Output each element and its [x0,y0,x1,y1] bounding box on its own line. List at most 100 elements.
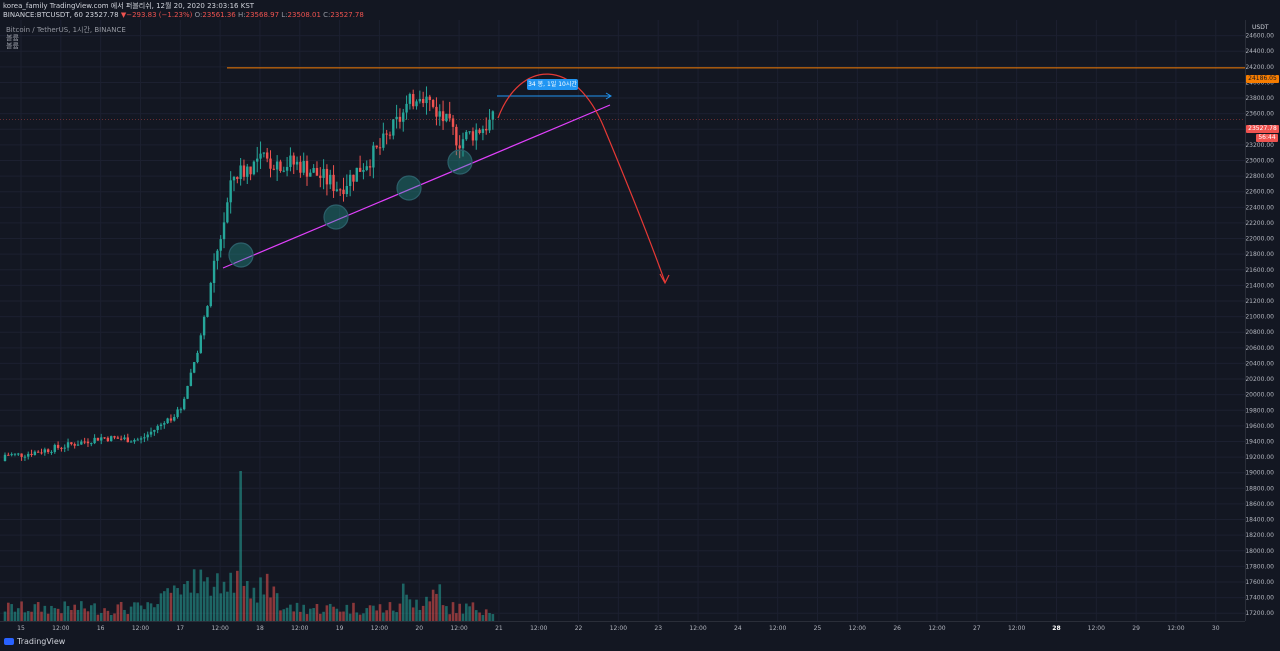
candle-body [226,202,229,223]
candle-body [222,222,226,240]
candle-body [441,111,445,122]
publish-line: korea_family TradingView.com 에서 퍼블리쉬, 12… [3,2,255,10]
price-tick-label: 24200.00 [1245,64,1274,71]
volume-bar [474,610,478,621]
last-price-tag: 23527.78 [1246,125,1279,133]
candle-body [156,426,159,431]
volume-bar [309,608,312,621]
volume-bar [40,611,43,621]
volume-bar [312,608,315,621]
price-axis[interactable] [1245,20,1280,621]
candle-body [93,437,96,444]
price-tick-label: 21200.00 [1245,298,1274,305]
volume-bar [30,611,33,621]
candle-body [70,442,73,445]
candle-body [408,94,412,104]
time-tick-label: 12:00 [450,625,467,632]
measure-label[interactable]: 34 봉, 1일 10시간 [527,79,578,90]
volume-bar [172,585,176,621]
candle-body [202,316,206,336]
volume-bar [209,595,213,621]
candle-body [123,437,126,440]
candle-body [428,96,431,100]
candle-body [169,418,173,421]
candle-body [329,174,332,185]
candle-body [461,139,465,149]
high-value: 23568.97 [245,11,280,19]
volume-bar [315,603,319,621]
volume-bar [355,612,359,621]
drawings[interactable] [0,67,1245,285]
price-tick-label: 21800.00 [1245,251,1274,258]
low-label: L: [281,11,288,19]
volume-bar [96,614,100,621]
candle-body [246,166,249,177]
volume-bar [86,611,90,621]
candle-body [66,442,70,448]
price-tick-label: 19800.00 [1245,407,1274,414]
candle-body [146,434,149,438]
candle-body [282,170,285,172]
time-axis[interactable] [0,621,1245,634]
candle-body [199,335,203,353]
candle-body [106,437,110,442]
time-axis-ticks: 15 12:00 16 12:00 17 12:00 18 12:00 19 12:00 20 12:… [17,625,1220,632]
candle-body [3,454,7,461]
candle-body [229,180,232,203]
price-tick-label: 18200.00 [1245,532,1274,539]
time-tick-label: 20 [415,625,423,632]
time-tick-label: 22 [575,625,583,632]
candle-body [17,453,20,455]
volume-bar [255,602,259,621]
candle-body [491,111,495,120]
candle-body [445,113,448,122]
price-tick-label: 21400.00 [1245,282,1274,289]
time-tick-label: 12:00 [1008,625,1025,632]
candle-body [136,439,139,441]
candle-body [249,166,252,175]
time-tick-label: 12:00 [1088,625,1105,632]
candle-body [100,437,103,441]
candle-body [421,98,425,104]
time-tick-label: 18 [256,625,264,632]
chart-legend: Bitcoin / TetherUS, 1시간, BINANCE 볼륨 볼륨 [6,26,126,50]
currency-label: USDT [1252,24,1269,31]
tradingview-logo-icon [4,638,14,645]
price-tick-label: 17200.00 [1245,610,1274,617]
candle-body [86,441,90,444]
price-tick-label: 20600.00 [1245,345,1274,352]
volume-bar [285,607,289,621]
candle-body [110,436,113,442]
volume-bar [435,593,438,621]
candle-body [36,451,40,453]
candle-body [7,454,10,456]
candle-body [83,441,86,443]
volume-bar [269,597,272,621]
volume-bar [342,611,345,621]
volume-bar [163,591,166,621]
volume-bar [318,613,322,621]
volume-bar [146,602,150,621]
measure-arrow-icon [605,92,612,100]
candle-body [153,430,156,432]
candle-body [179,409,183,411]
candle-body [239,165,242,180]
candle-body [60,447,63,449]
support-trendline [222,104,611,269]
price-tick-label: 20800.00 [1245,329,1274,336]
candle-body [252,161,256,175]
candle-body [176,409,179,417]
candle-body [269,158,272,169]
volume-bar [455,613,458,621]
candle-body [192,362,196,373]
volume-bar [56,608,60,621]
price-tick-label: 23000.00 [1245,157,1274,164]
volume-bar [471,602,475,621]
volume-bar [415,599,418,621]
resistance-price-tag: 24186.05 [1246,75,1279,83]
volume-bar [275,593,279,621]
tradingview-logo[interactable]: TradingView [4,637,65,646]
volume-bar [53,608,57,621]
candle-body [319,175,322,178]
